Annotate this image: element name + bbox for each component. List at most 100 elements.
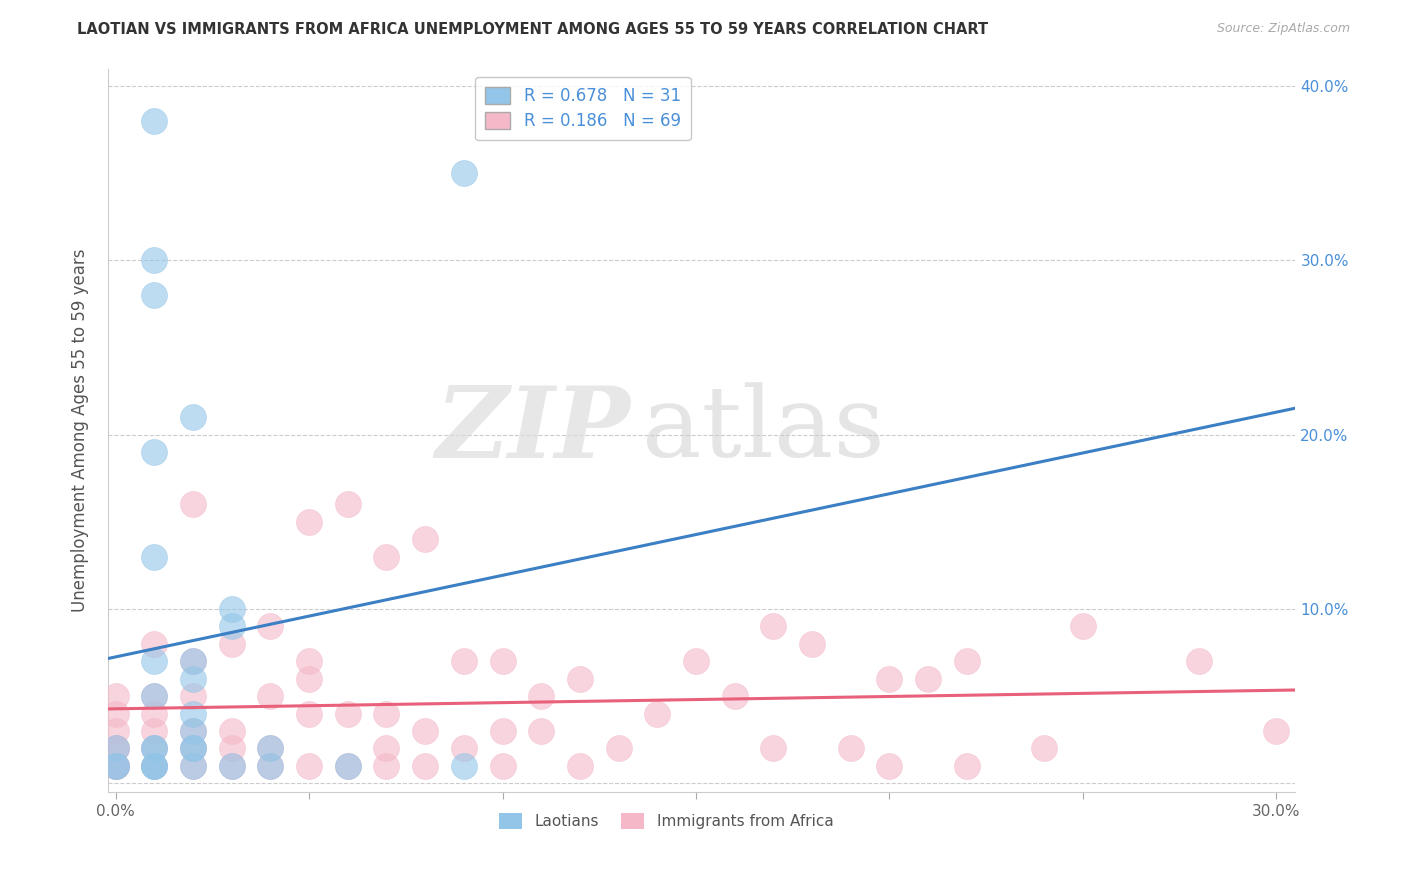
Point: [143, 723, 166, 738]
Point: [221, 602, 243, 616]
Point: [104, 759, 127, 773]
Point: [104, 706, 127, 721]
Point: [104, 759, 127, 773]
Point: [221, 637, 243, 651]
Point: [762, 619, 785, 633]
Point: [375, 549, 398, 564]
Point: [104, 741, 127, 756]
Point: [336, 706, 359, 721]
Text: Source: ZipAtlas.com: Source: ZipAtlas.com: [1216, 22, 1350, 36]
Text: atlas: atlas: [643, 383, 886, 478]
Point: [221, 619, 243, 633]
Point: [259, 741, 281, 756]
Point: [143, 741, 166, 756]
Point: [143, 741, 166, 756]
Point: [685, 654, 707, 668]
Point: [413, 723, 436, 738]
Point: [1071, 619, 1094, 633]
Text: ZIP: ZIP: [436, 382, 630, 478]
Point: [181, 497, 204, 511]
Point: [375, 759, 398, 773]
Point: [413, 532, 436, 546]
Point: [259, 759, 281, 773]
Point: [298, 672, 321, 686]
Point: [453, 741, 475, 756]
Point: [143, 445, 166, 459]
Point: [181, 723, 204, 738]
Point: [375, 741, 398, 756]
Point: [143, 637, 166, 651]
Point: [762, 741, 785, 756]
Point: [879, 672, 901, 686]
Point: [181, 654, 204, 668]
Point: [568, 759, 591, 773]
Point: [259, 759, 281, 773]
Point: [143, 759, 166, 773]
Point: [143, 759, 166, 773]
Point: [491, 759, 513, 773]
Point: [143, 253, 166, 268]
Point: [104, 759, 127, 773]
Point: [336, 497, 359, 511]
Point: [221, 759, 243, 773]
Point: [181, 672, 204, 686]
Point: [143, 689, 166, 703]
Point: [104, 741, 127, 756]
Point: [298, 759, 321, 773]
Point: [453, 759, 475, 773]
Point: [259, 619, 281, 633]
Point: [143, 759, 166, 773]
Point: [104, 723, 127, 738]
Point: [1188, 654, 1211, 668]
Point: [181, 410, 204, 425]
Point: [453, 654, 475, 668]
Point: [491, 723, 513, 738]
Point: [143, 654, 166, 668]
Point: [104, 759, 127, 773]
Point: [259, 689, 281, 703]
Point: [143, 741, 166, 756]
Point: [181, 741, 204, 756]
Point: [221, 741, 243, 756]
Point: [530, 689, 553, 703]
Point: [413, 759, 436, 773]
Point: [181, 706, 204, 721]
Text: LAOTIAN VS IMMIGRANTS FROM AFRICA UNEMPLOYMENT AMONG AGES 55 TO 59 YEARS CORRELA: LAOTIAN VS IMMIGRANTS FROM AFRICA UNEMPL…: [77, 22, 988, 37]
Point: [181, 759, 204, 773]
Point: [800, 637, 823, 651]
Point: [956, 759, 979, 773]
Point: [181, 723, 204, 738]
Point: [181, 741, 204, 756]
Point: [336, 759, 359, 773]
Point: [956, 654, 979, 668]
Point: [181, 689, 204, 703]
Point: [568, 672, 591, 686]
Point: [375, 706, 398, 721]
Point: [104, 689, 127, 703]
Point: [143, 689, 166, 703]
Point: [221, 759, 243, 773]
Point: [491, 654, 513, 668]
Point: [723, 689, 745, 703]
Point: [143, 759, 166, 773]
Point: [1033, 741, 1056, 756]
Point: [1265, 723, 1288, 738]
Point: [221, 723, 243, 738]
Point: [607, 741, 630, 756]
Point: [453, 166, 475, 180]
Legend: Laotians, Immigrants from Africa: Laotians, Immigrants from Africa: [492, 806, 839, 835]
Point: [298, 515, 321, 529]
Point: [530, 723, 553, 738]
Point: [143, 113, 166, 128]
Point: [298, 706, 321, 721]
Y-axis label: Unemployment Among Ages 55 to 59 years: Unemployment Among Ages 55 to 59 years: [72, 249, 89, 612]
Point: [181, 654, 204, 668]
Point: [104, 741, 127, 756]
Point: [879, 759, 901, 773]
Point: [104, 759, 127, 773]
Point: [143, 549, 166, 564]
Point: [143, 706, 166, 721]
Point: [181, 759, 204, 773]
Point: [259, 741, 281, 756]
Point: [181, 741, 204, 756]
